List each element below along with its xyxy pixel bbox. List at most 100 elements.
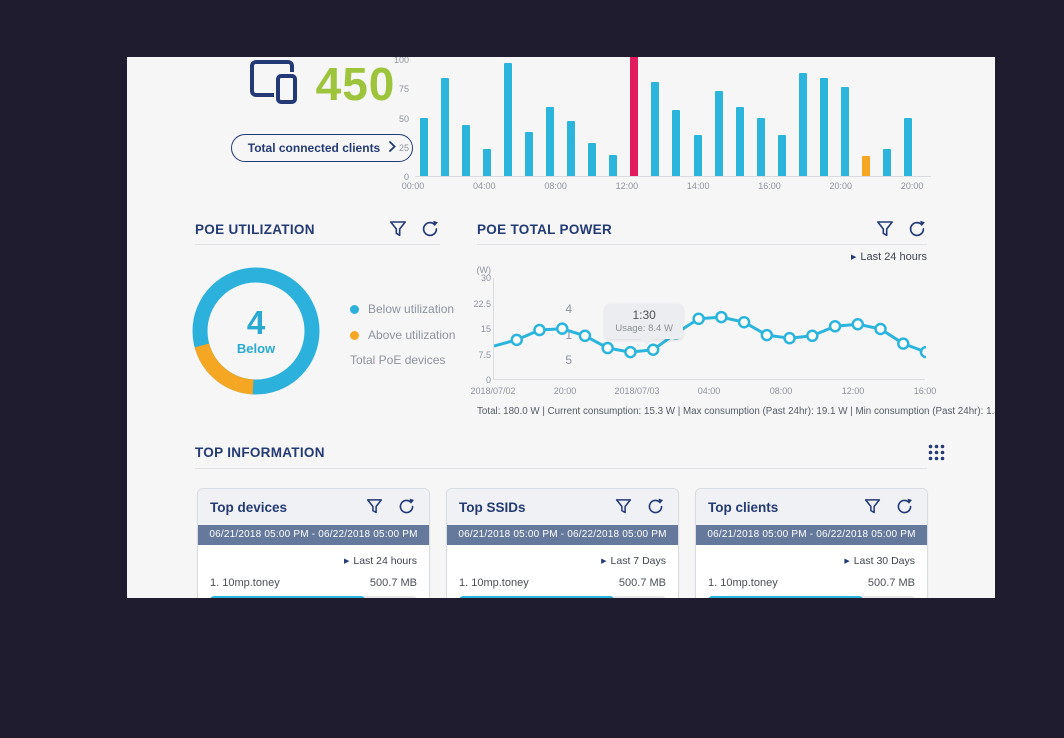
bar <box>861 156 870 176</box>
item-label: 1. 10mp.toney <box>210 577 280 589</box>
filter-icon[interactable] <box>614 497 634 517</box>
item-value: 500.7 MB <box>867 577 915 589</box>
card-header: Top devices <box>198 489 429 525</box>
usage-row: 1. 10mp.toney 500.7 MB <box>708 577 915 589</box>
range-text: Last 7 Days <box>610 555 666 567</box>
y-tick: 7.5 <box>478 349 491 360</box>
filter-icon[interactable] <box>388 219 408 239</box>
x-tick: 20:00 <box>900 181 924 191</box>
bar <box>567 121 576 176</box>
donut-center: 4 Below <box>191 266 321 396</box>
bar <box>630 57 639 176</box>
poe-total-power-header: POE TOTAL POWER <box>477 219 927 239</box>
usage-bar-fill <box>210 596 366 598</box>
refresh-icon[interactable] <box>895 497 915 517</box>
bar <box>735 106 744 176</box>
legend-value: 4 <box>565 302 572 316</box>
bar <box>672 110 681 176</box>
x-tick: 20:00 <box>829 181 853 191</box>
item-label: 1. 10mp.toney <box>459 577 529 589</box>
card-header: Top SSIDs <box>447 489 678 525</box>
data-point <box>851 317 865 331</box>
usage-bar-track <box>459 596 666 598</box>
data-point <box>828 320 842 333</box>
refresh-icon[interactable] <box>420 219 440 239</box>
bar <box>714 90 723 176</box>
line-chart-x-axis: 2018/07/02 20:00 2018/07/03 04:00 08:00 12:00… <box>470 386 936 398</box>
card-header: Top clients <box>696 489 927 525</box>
triangle-right-icon: ▶ <box>844 558 850 565</box>
refresh-icon[interactable] <box>397 497 417 517</box>
power-line-chart[interactable]: 1:30 Usage: 8.4 W <box>493 278 933 380</box>
y-tick: 100 <box>393 57 409 65</box>
grid-view-icon[interactable] <box>927 443 946 462</box>
poe-utilization-donut[interactable]: 4 Below <box>191 266 321 396</box>
bar-chart-y-axis: 100 75 50 25 0 <box>383 57 409 182</box>
time-range-selector[interactable]: ▶ Last 24 hours <box>851 251 927 263</box>
triangle-right-icon: ▶ <box>601 558 607 565</box>
legend-item-below: Below utilization 4 <box>350 302 572 316</box>
above-utilization-dot <box>350 330 359 340</box>
filter-icon[interactable] <box>365 497 385 517</box>
card-body: ▶ Last 30 Days 1. 10mp.toney 500.7 MB <box>696 545 927 598</box>
y-tick: 30 <box>480 273 491 283</box>
time-range-selector[interactable]: ▶ Last 24 hours <box>210 555 417 567</box>
chart-tooltip: 1:30 Usage: 8.4 W <box>605 303 684 345</box>
data-point <box>533 323 546 337</box>
divider <box>195 244 440 245</box>
time-range-selector[interactable]: ▶ Last 30 Days <box>708 555 915 567</box>
devices-icon <box>249 59 303 110</box>
data-point <box>897 337 910 350</box>
legend-value: 5 <box>565 353 572 367</box>
chevron-right-icon <box>389 141 397 155</box>
usage-bar-fill <box>708 596 864 598</box>
tooltip-usage: Usage: 8.4 W <box>615 322 673 334</box>
below-utilization-dot <box>350 304 359 314</box>
data-point <box>510 333 523 347</box>
data-point <box>760 328 774 342</box>
triangle-right-icon: ▶ <box>850 254 857 261</box>
x-tick: 12:00 <box>615 181 639 191</box>
top-clients-card: Top clients 06/21/2018 05:00 PM - 06/22/… <box>695 488 928 598</box>
item-value: 500.7 MB <box>369 577 417 589</box>
date-range-band: 06/21/2018 05:00 PM - 06/22/2018 05:00 P… <box>447 525 678 545</box>
divider <box>195 468 927 469</box>
legend-label: Above utilization <box>368 328 456 342</box>
bar <box>525 131 534 176</box>
date-range-band: 06/21/2018 05:00 PM - 06/22/2018 05:00 P… <box>198 525 429 545</box>
bar <box>693 135 702 176</box>
x-tick: 04:00 <box>473 181 496 191</box>
total-connected-clients-label: Total connected clients <box>247 141 381 155</box>
y-tick: 15 <box>480 324 491 334</box>
donut-center-value: 4 <box>246 304 266 341</box>
total-connected-clients-button[interactable]: Total connected clients <box>230 134 414 162</box>
data-point <box>737 315 751 329</box>
x-tick: 2018/07/03 <box>614 386 660 396</box>
data-point <box>624 345 637 359</box>
refresh-icon[interactable] <box>646 497 666 517</box>
x-tick: 08:00 <box>769 386 793 396</box>
time-range-selector[interactable]: ▶ Last 7 Days <box>459 555 666 567</box>
top-information-title: TOP INFORMATION <box>195 445 325 460</box>
filter-icon[interactable] <box>875 219 895 239</box>
data-point <box>874 322 887 336</box>
bar <box>609 154 618 176</box>
bar <box>756 117 765 176</box>
total-clients-count: 450 <box>315 58 396 110</box>
clients-bar-chart[interactable] <box>415 57 931 177</box>
refresh-icon[interactable] <box>907 219 927 239</box>
range-text: Last 24 hours <box>353 555 417 567</box>
card-title: Top devices <box>210 499 288 515</box>
x-tick: 08:00 <box>544 181 567 191</box>
connected-clients-summary: 450 Total connected clients <box>207 58 437 162</box>
power-summary: Total: 180.0 W | Current consumption: 15… <box>477 406 995 417</box>
data-point <box>715 310 728 324</box>
range-text: Last 24 hours <box>860 251 927 263</box>
donut-slice-above <box>194 343 254 395</box>
filter-icon[interactable] <box>863 497 883 517</box>
data-point <box>578 329 592 343</box>
bar <box>483 149 492 176</box>
x-tick: 04:00 <box>697 386 721 396</box>
card-title: Top clients <box>708 499 779 515</box>
triangle-right-icon: ▶ <box>343 558 350 565</box>
